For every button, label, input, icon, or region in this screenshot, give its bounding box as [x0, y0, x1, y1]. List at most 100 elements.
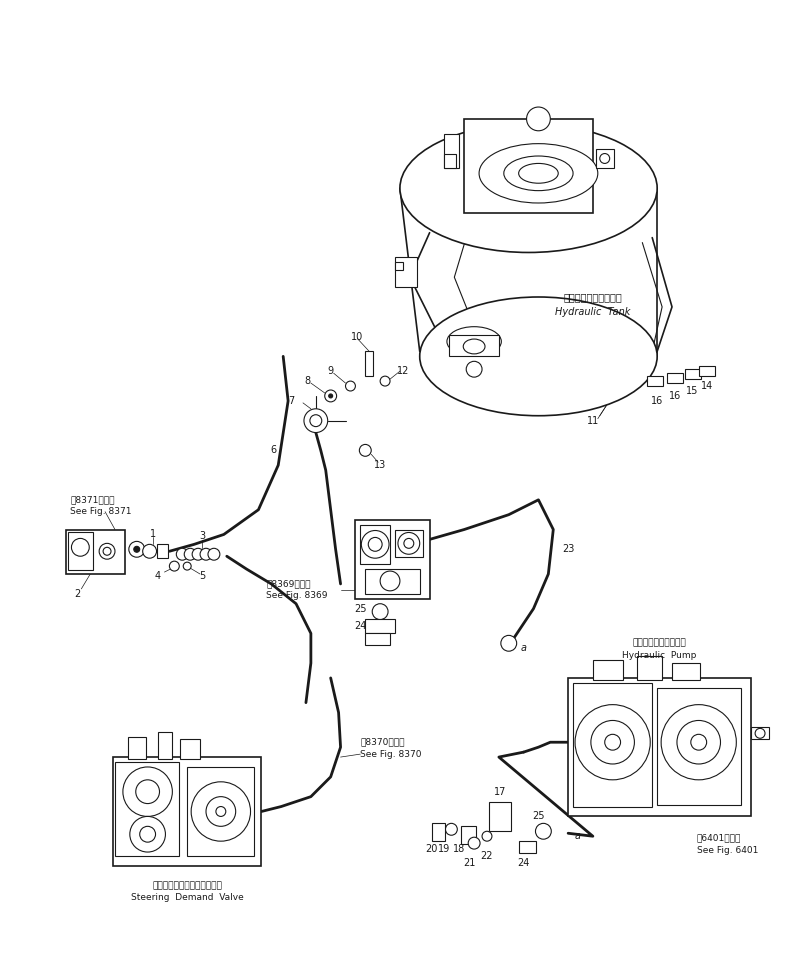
Text: Hydraulic  Tank: Hydraulic Tank: [555, 307, 630, 317]
Text: 第6401図参照: 第6401図参照: [696, 834, 741, 842]
Circle shape: [468, 837, 480, 849]
Circle shape: [362, 531, 389, 558]
Text: 第8370図参照: 第8370図参照: [360, 738, 405, 747]
Circle shape: [380, 376, 390, 386]
Circle shape: [604, 734, 621, 750]
Text: 16: 16: [669, 391, 681, 401]
Circle shape: [398, 533, 420, 554]
Circle shape: [527, 107, 550, 131]
Bar: [395, 257, 417, 287]
Circle shape: [359, 445, 371, 456]
Circle shape: [466, 362, 482, 377]
Ellipse shape: [420, 297, 657, 416]
Circle shape: [130, 816, 165, 852]
Text: See Fig. 6401: See Fig. 6401: [696, 845, 758, 855]
Bar: [365, 570, 420, 594]
Text: 9: 9: [328, 366, 334, 376]
Text: 15: 15: [685, 386, 698, 396]
Text: 1: 1: [149, 530, 156, 540]
Circle shape: [72, 539, 90, 556]
Text: 21: 21: [463, 858, 476, 868]
Text: 12: 12: [397, 366, 409, 376]
Text: 6: 6: [270, 446, 277, 455]
Circle shape: [176, 548, 188, 560]
Circle shape: [183, 562, 191, 571]
Bar: [180, 739, 200, 759]
Circle shape: [369, 538, 382, 551]
Circle shape: [591, 720, 634, 764]
Circle shape: [140, 827, 156, 842]
Circle shape: [123, 767, 172, 816]
Ellipse shape: [479, 144, 598, 203]
Text: a: a: [520, 643, 527, 654]
Bar: [699, 366, 714, 376]
Text: 2: 2: [74, 589, 80, 599]
Circle shape: [661, 705, 736, 779]
Text: 3: 3: [199, 532, 205, 542]
Circle shape: [208, 548, 220, 560]
Ellipse shape: [519, 163, 558, 183]
Text: 17: 17: [494, 787, 506, 797]
Bar: [128, 737, 145, 759]
Text: 22: 22: [481, 851, 494, 861]
Text: 7: 7: [288, 396, 294, 406]
Bar: [573, 683, 652, 806]
Text: 第8369図参照: 第8369図参照: [266, 579, 310, 589]
Text: 24: 24: [517, 858, 530, 868]
Text: See Fig. 8369: See Fig. 8369: [266, 591, 328, 601]
Text: 16: 16: [651, 396, 663, 406]
Text: ステアリングデマンドバルブ: ステアリングデマンドバルブ: [152, 881, 222, 891]
Bar: [156, 544, 168, 558]
Bar: [432, 823, 446, 841]
Bar: [65, 530, 125, 574]
Text: 第8371図参照: 第8371図参照: [71, 495, 115, 505]
Bar: [355, 519, 430, 599]
Text: 8: 8: [305, 376, 311, 386]
Circle shape: [184, 548, 196, 560]
Bar: [489, 802, 511, 832]
Ellipse shape: [504, 156, 573, 190]
Circle shape: [575, 705, 650, 779]
Bar: [637, 657, 662, 680]
Bar: [465, 119, 593, 213]
Circle shape: [129, 542, 145, 557]
Bar: [157, 732, 172, 759]
Bar: [685, 369, 700, 379]
Bar: [593, 660, 623, 680]
Circle shape: [600, 154, 610, 163]
Circle shape: [329, 394, 332, 397]
Circle shape: [304, 409, 328, 432]
Bar: [444, 133, 459, 168]
Circle shape: [134, 546, 140, 552]
Bar: [360, 524, 390, 564]
Circle shape: [206, 797, 236, 827]
Bar: [461, 827, 476, 844]
Text: 20: 20: [425, 844, 438, 854]
Circle shape: [446, 823, 457, 835]
Bar: [113, 757, 262, 865]
Circle shape: [192, 548, 204, 560]
Ellipse shape: [400, 124, 657, 252]
Circle shape: [404, 539, 413, 548]
Circle shape: [501, 635, 516, 651]
Circle shape: [380, 571, 400, 591]
Bar: [751, 727, 769, 739]
Circle shape: [136, 779, 160, 804]
Circle shape: [373, 603, 388, 620]
Bar: [450, 335, 499, 357]
Bar: [365, 351, 373, 376]
Bar: [568, 678, 751, 816]
Circle shape: [677, 720, 721, 764]
Bar: [667, 373, 683, 383]
Bar: [519, 841, 537, 853]
Circle shape: [103, 547, 111, 555]
Circle shape: [143, 544, 156, 558]
Ellipse shape: [447, 327, 501, 357]
Text: ハイドロリックポンプ: ハイドロリックポンプ: [632, 639, 686, 648]
Bar: [365, 619, 395, 633]
Bar: [596, 149, 614, 168]
Text: 4: 4: [155, 571, 160, 581]
Circle shape: [191, 781, 251, 841]
Circle shape: [325, 390, 336, 402]
Text: 11: 11: [586, 416, 599, 425]
